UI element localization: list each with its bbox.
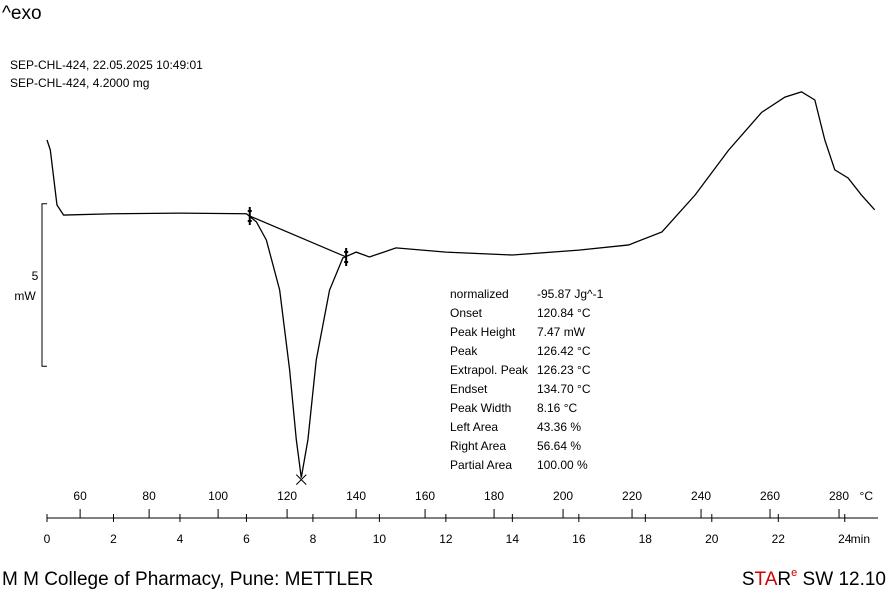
result-label: Peak Height (450, 325, 516, 339)
brand-part: e (791, 567, 797, 579)
x-tick-label: 24 (838, 532, 852, 546)
result-value: 7.47 mW (537, 325, 586, 339)
scale-label: 5 (32, 269, 39, 283)
x-tick-label: 12 (439, 532, 453, 546)
x2-tick-label: 60 (73, 489, 87, 503)
x2-tick-label: 100 (208, 489, 228, 503)
result-label: Left Area (450, 420, 498, 434)
x-tick-label: 2 (110, 532, 117, 546)
x-tick-label: 20 (705, 532, 719, 546)
result-value: 56.64 % (537, 439, 581, 453)
peak-marker (295, 474, 307, 486)
result-label: Peak Width (450, 401, 511, 415)
result-label: Peak (450, 344, 478, 358)
x-tick-label: 4 (177, 532, 184, 546)
x2-unit: °C (860, 489, 874, 503)
x2-tick-label: 80 (142, 489, 156, 503)
x-tick-label: 14 (506, 532, 520, 546)
x2-tick-label: 160 (415, 489, 435, 503)
result-value: 126.42 °C (537, 344, 591, 358)
result-value: 126.23 °C (537, 363, 591, 377)
x2-tick-label: 280 (829, 489, 849, 503)
limit-marker (247, 207, 252, 226)
curve (46, 91, 876, 478)
x2-tick-label: 120 (277, 489, 297, 503)
footer-right: STARe SW 12.10 (742, 567, 886, 590)
x2-tick-label: 220 (622, 489, 642, 503)
x-tick-label: 8 (310, 532, 317, 546)
result-label: Endset (450, 382, 488, 396)
brand-part: SW 12.10 (797, 569, 886, 590)
x-unit: min (851, 532, 870, 546)
x-tick-label: 10 (373, 532, 387, 546)
x2-tick-label: 260 (760, 489, 780, 503)
result-label: Onset (450, 306, 483, 320)
x2-tick-label: 180 (484, 489, 504, 503)
result-label: Extrapol. Peak (450, 363, 529, 377)
result-label: Partial Area (450, 458, 512, 472)
brand-part: TA (755, 569, 778, 590)
footer-left: M M College of Pharmacy, Pune: METTLER (2, 569, 373, 590)
result-value: 43.36 % (537, 420, 581, 434)
x-tick-label: 0 (44, 532, 51, 546)
x-tick-label: 18 (639, 532, 653, 546)
header-line: SEP-CHL-424, 4.2000 mg (10, 76, 149, 90)
x-tick-label: 6 (243, 532, 250, 546)
brand-part: S (742, 569, 755, 590)
x-tick-label: 22 (772, 532, 786, 546)
exo-label: ^exo (2, 3, 42, 24)
limit-marker (344, 247, 349, 266)
result-value: 100.00 % (537, 458, 588, 472)
result-label: Right Area (450, 439, 506, 453)
header-line: SEP-CHL-424, 22.05.2025 10:49:01 (10, 58, 203, 72)
scale-bar (41, 203, 47, 367)
result-label: normalized (450, 287, 509, 301)
result-value: 134.70 °C (537, 382, 591, 396)
x-tick-label: 16 (572, 532, 586, 546)
result-value: 8.16 °C (537, 401, 577, 415)
brand-part: R (777, 569, 791, 590)
x2-tick-label: 140 (346, 489, 366, 503)
x2-tick-label: 240 (691, 489, 711, 503)
x2-tick-label: 200 (553, 489, 573, 503)
scale-unit: mW (14, 289, 36, 303)
integration-baseline (249, 215, 347, 258)
result-value: -95.87 Jg^-1 (537, 287, 604, 301)
result-value: 120.84 °C (537, 306, 591, 320)
